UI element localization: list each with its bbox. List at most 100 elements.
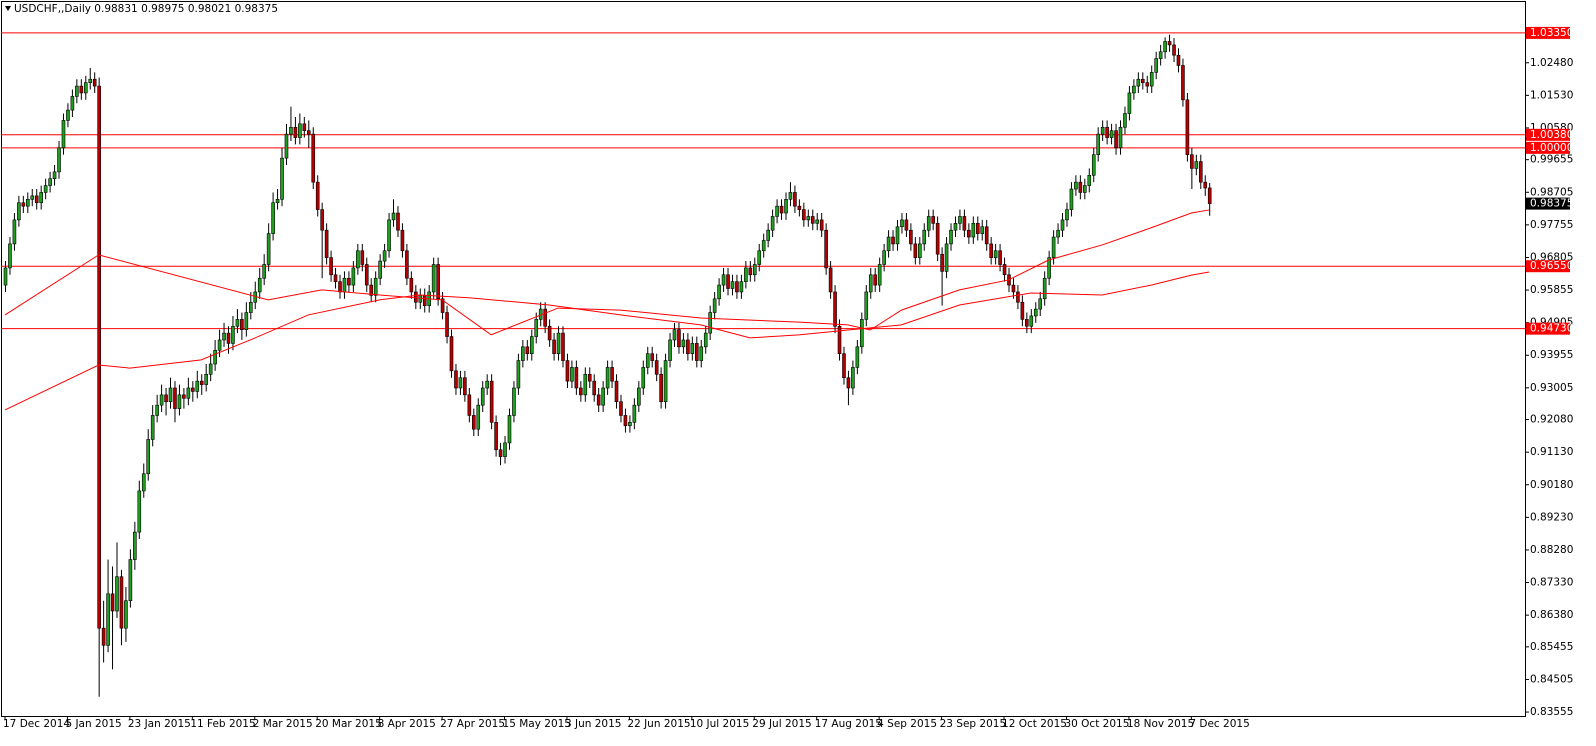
candle-body <box>61 120 66 149</box>
candle-body <box>717 284 721 300</box>
low-value: 0.98021 <box>188 3 231 15</box>
candle-body <box>155 404 159 416</box>
x-tick-label: 8 Apr 2015 <box>378 718 436 730</box>
x-tick-label: 15 May 2015 <box>503 718 571 730</box>
candle-body <box>975 223 980 234</box>
candle-body <box>1145 82 1150 87</box>
candle-body <box>828 267 833 293</box>
candle-body <box>387 219 391 252</box>
candle-body <box>458 377 463 389</box>
candle-body <box>810 216 815 224</box>
plot-frame <box>1 1 1526 717</box>
candle-body <box>249 301 253 313</box>
candle-body <box>373 277 378 296</box>
candle-body <box>476 404 481 430</box>
candle-body <box>663 360 668 403</box>
candle-body <box>70 96 75 111</box>
candle-body <box>752 264 757 276</box>
candle-body <box>1127 92 1132 114</box>
candle-body <box>891 236 895 245</box>
candle-body <box>199 380 204 385</box>
candle-body <box>262 264 266 279</box>
candle-body <box>512 387 516 416</box>
candle-body <box>824 229 828 269</box>
candle-body <box>877 264 882 286</box>
candle-body <box>213 349 217 365</box>
candle-body <box>298 123 302 138</box>
candle-body <box>414 291 418 303</box>
candle-body <box>926 216 931 231</box>
candle-body <box>431 264 436 293</box>
high-value: 0.98975 <box>141 3 184 15</box>
candle-body <box>360 250 365 265</box>
candle-body <box>628 422 632 427</box>
x-tick-label: 7 Dec 2015 <box>1189 718 1249 730</box>
level-label: 1.03350 <box>1530 27 1573 39</box>
candle-body <box>1083 185 1087 193</box>
candle-body <box>1091 154 1096 176</box>
candle-body <box>34 195 39 204</box>
level-label: 0.94730 <box>1530 323 1573 335</box>
open-value: 0.98831 <box>94 3 137 15</box>
candle-body <box>556 332 561 354</box>
candle-body <box>744 267 748 282</box>
y-tick-label: 0.93955 <box>1530 349 1573 361</box>
y-tick-label: 0.88280 <box>1530 544 1573 556</box>
candle-body <box>124 600 128 629</box>
candle-body <box>1149 72 1154 87</box>
candle-body <box>788 192 793 200</box>
candle-body <box>1029 315 1034 327</box>
candle-body <box>507 415 512 444</box>
candle-body <box>735 281 739 293</box>
level-label: 1.00380 <box>1530 129 1573 141</box>
candle-body <box>1020 301 1025 320</box>
candle-body <box>400 229 405 252</box>
candle-body <box>815 219 820 224</box>
candle-body <box>498 449 503 457</box>
candle-body <box>1047 257 1051 279</box>
x-tick-label: 4 Sep 2015 <box>877 718 937 730</box>
candle-body <box>409 277 414 293</box>
candle-body <box>534 319 539 337</box>
candle-body <box>39 192 43 204</box>
candle-body <box>1198 161 1203 183</box>
candle-body <box>445 312 449 337</box>
last-price-label: 0.98375 <box>1530 198 1573 210</box>
candle-body <box>369 284 374 296</box>
candle-body <box>1176 54 1181 66</box>
candle-body <box>315 181 320 210</box>
y-tick-label: 0.93005 <box>1530 382 1573 394</box>
y-tick-label: 1.02480 <box>1530 57 1573 69</box>
candle-body <box>761 240 766 252</box>
candle-body <box>931 216 935 224</box>
candle-body <box>971 223 976 238</box>
candle-body <box>846 377 851 389</box>
candle-body <box>802 209 806 221</box>
candle-body <box>806 216 811 221</box>
candle-body <box>833 291 837 327</box>
candle-body <box>610 367 614 382</box>
chart-title: USDCHF,,Daily <box>14 3 91 15</box>
candle-body <box>775 205 779 217</box>
candle-body <box>463 377 467 396</box>
candle-body <box>329 257 333 276</box>
candle-body <box>351 267 356 286</box>
candle-body <box>8 243 12 269</box>
last-price-box <box>1526 197 1570 210</box>
x-tick-label: 18 Nov 2015 <box>1127 718 1194 730</box>
candle-body <box>52 171 57 180</box>
candle-body <box>97 85 101 629</box>
candle-body <box>57 147 61 173</box>
candle-body <box>422 295 427 306</box>
candle-body <box>217 339 222 351</box>
candle-body <box>944 243 949 272</box>
candle-body <box>886 236 891 252</box>
candle-body <box>726 274 730 289</box>
x-tick-label: 12 Oct 2015 <box>1002 718 1067 730</box>
candle-body <box>561 332 565 361</box>
candle-body <box>226 332 231 344</box>
candle-body <box>12 219 17 245</box>
candle-body <box>842 353 846 379</box>
candle-body <box>449 336 454 372</box>
candle-body <box>1141 78 1145 83</box>
